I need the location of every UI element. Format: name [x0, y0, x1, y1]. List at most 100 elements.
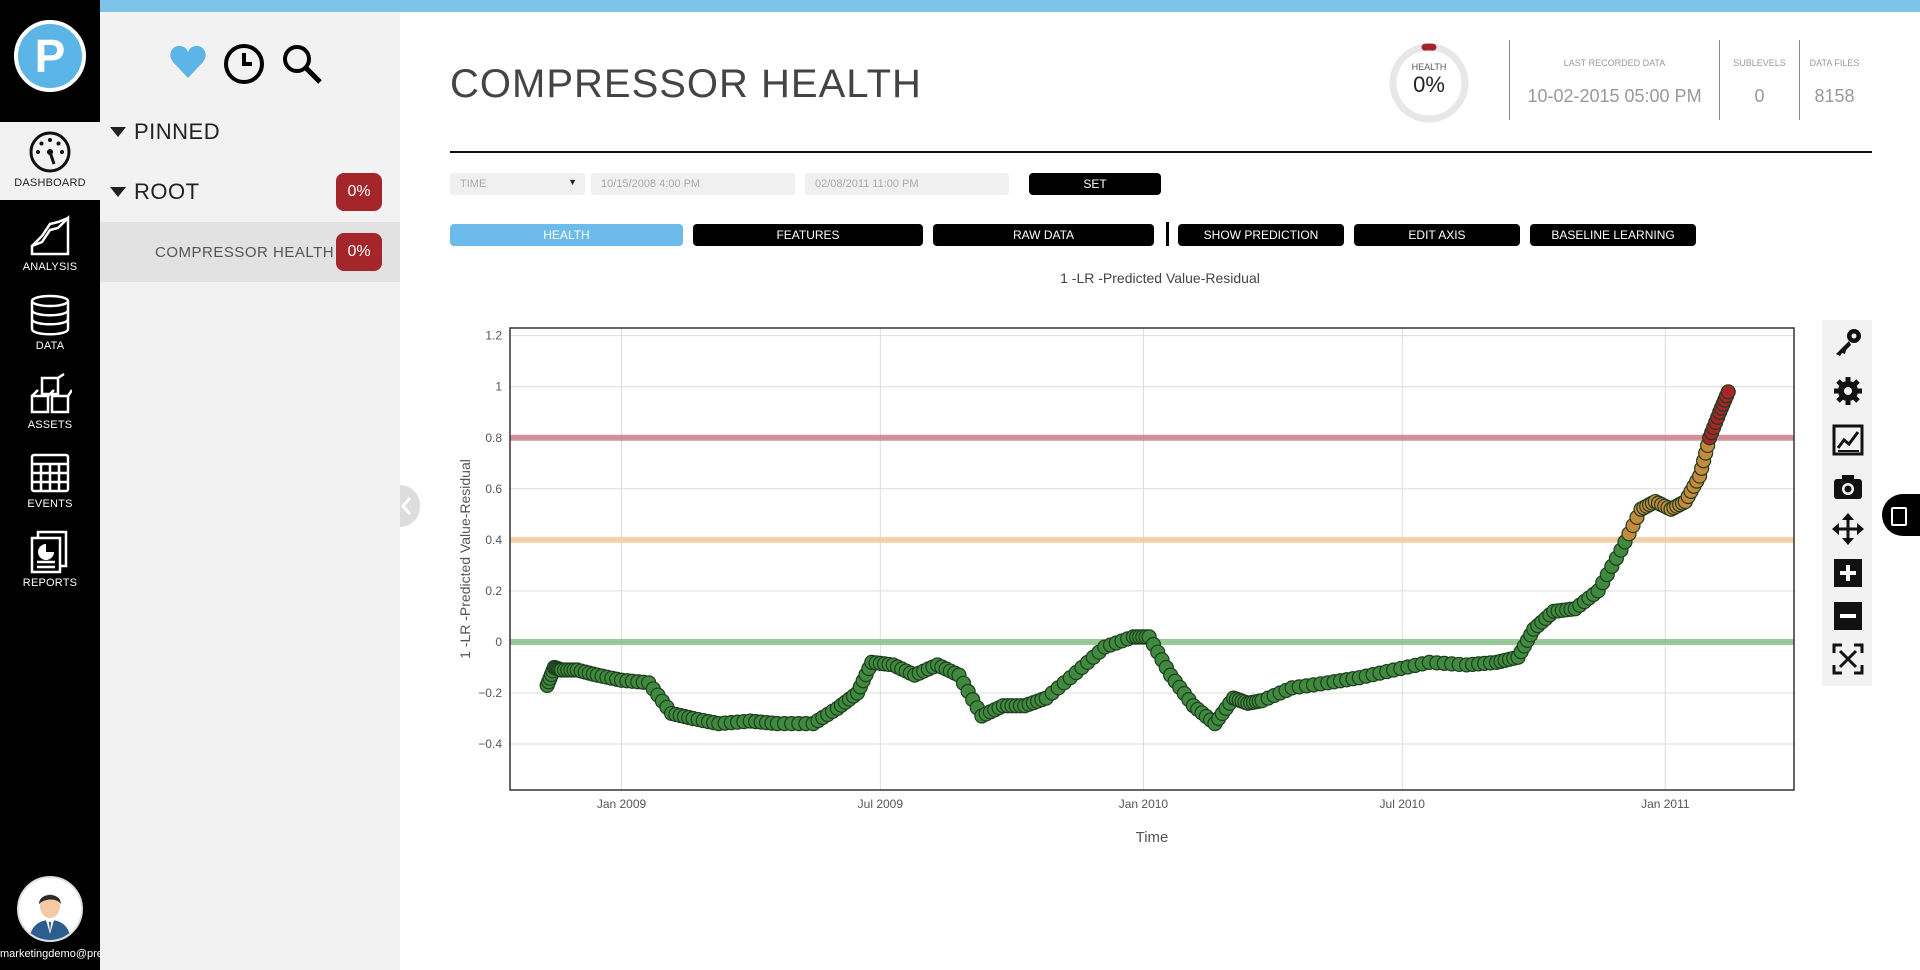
- stat-caption: DATA FILES: [1809, 58, 1860, 68]
- plot-frame: [509, 327, 1795, 791]
- y-tick-label: 0: [495, 635, 502, 649]
- stat-caption: LAST RECORDED DATA: [1563, 58, 1666, 68]
- tab-health[interactable]: HEALTH: [450, 224, 683, 246]
- asset-tree-panel: PINNED ROOT 0% COMPRESSOR HEALTH 0%: [100, 12, 400, 970]
- tab-raw-data[interactable]: RAW DATA: [933, 224, 1154, 246]
- app-logo[interactable]: P: [14, 20, 86, 92]
- nav-analysis[interactable]: ANALYSIS: [0, 206, 100, 284]
- tab-separator: [1166, 222, 1169, 246]
- edit-axis-button[interactable]: EDIT AXIS: [1354, 224, 1520, 246]
- y-tick-label: 0.6: [485, 482, 502, 496]
- health-chart[interactable]: 1.2 1 0.8 0.6 0.4 0.2 0 −0.2 −0.4 Jan 2009 Jul 20…: [440, 310, 1820, 860]
- move-icon[interactable]: [1832, 513, 1864, 545]
- nav-label: ASSETS: [27, 419, 73, 431]
- y-axis-label: 1 -LR -Predicted Value-Residual: [457, 459, 473, 659]
- data-point: [1720, 384, 1736, 400]
- search-icon[interactable]: [280, 42, 324, 86]
- clock-icon[interactable]: [222, 42, 266, 86]
- tree-node-label: PINNED: [134, 119, 221, 144]
- x-tick-labels: Jan 2009 Jul 2009 Jan 2010 Jul 2010 Jan 2011: [597, 797, 1690, 811]
- health-badge: 0%: [336, 233, 382, 271]
- boxes-icon: [30, 372, 72, 414]
- datafiles-stat: DATA FILES 8158: [1799, 40, 1869, 120]
- baseline-learning-button[interactable]: BASELINE LEARNING: [1530, 224, 1696, 246]
- set-button[interactable]: SET: [1029, 173, 1161, 195]
- nav-label: DATA: [35, 340, 65, 352]
- chart-title: 1 -LR -Predicted Value-Residual: [1060, 270, 1260, 286]
- health-gauge: [1389, 43, 1469, 123]
- report-icon: [30, 530, 68, 574]
- fit-icon[interactable]: [1832, 643, 1864, 675]
- y-tick-label: 0.2: [485, 584, 502, 598]
- key-icon[interactable]: [1832, 326, 1864, 358]
- health-badge: 0%: [336, 173, 382, 211]
- gauge-icon: [29, 131, 71, 173]
- nav-dashboard[interactable]: DASHBOARD: [0, 122, 100, 200]
- nav-data[interactable]: DATA: [0, 285, 100, 363]
- dropdown-arrow-icon: ▼: [568, 177, 577, 187]
- y-tick-label: −0.2: [478, 686, 502, 700]
- user-avatar-icon: [19, 878, 81, 940]
- nav-events[interactable]: EVENTS: [0, 443, 100, 521]
- nav-label: ANALYSIS: [22, 261, 78, 273]
- health-caption: HEALTH: [1411, 62, 1447, 72]
- line-chart-icon[interactable]: [1832, 424, 1864, 456]
- stat-value: 10-02-2015 05:00 PM: [1527, 86, 1702, 106]
- panel-collapse-toggle[interactable]: [400, 485, 420, 527]
- stat-value: 8158: [1814, 86, 1855, 106]
- user-avatar[interactable]: [17, 876, 83, 942]
- y-tick-label: 1: [495, 380, 502, 394]
- nav-label: REPORTS: [22, 577, 78, 589]
- tree-node-pinned[interactable]: PINNED: [100, 102, 400, 162]
- sublevels-stat: SUBLEVELS 0: [1719, 40, 1799, 120]
- page-title: COMPRESSOR HEALTH: [450, 62, 922, 106]
- series-line: [546, 391, 1729, 725]
- caret-down-icon: [110, 187, 126, 197]
- heart-icon[interactable]: [168, 42, 208, 82]
- start-date-input[interactable]: 10/15/2008 4:00 PM: [591, 173, 795, 195]
- tree-node-label: COMPRESSOR HEALTH: [155, 243, 335, 261]
- calendar-icon: [30, 453, 70, 493]
- caret-down-icon: [110, 127, 126, 137]
- time-select-value: TIME: [460, 178, 487, 190]
- nav-label: DASHBOARD: [14, 177, 86, 189]
- y-tick-label: 0.4: [485, 533, 502, 547]
- tree-toolbar: [168, 42, 324, 86]
- stat-value: 0: [1754, 86, 1765, 106]
- tree-node-label: ROOT: [134, 179, 200, 204]
- tab-features[interactable]: FEATURES: [693, 224, 923, 246]
- threshold-lines: [510, 434, 1794, 645]
- health-value: 0%: [1413, 72, 1445, 97]
- nav-reports[interactable]: REPORTS: [0, 522, 100, 600]
- gear-icon[interactable]: [1832, 375, 1864, 407]
- chevron-left-icon: [401, 497, 412, 515]
- top-accent-bar: [100, 0, 1920, 12]
- x-tick-label: Jul 2010: [1380, 797, 1426, 811]
- database-icon: [30, 294, 70, 336]
- y-tick-label: −0.4: [478, 737, 502, 751]
- header-divider: [450, 151, 1872, 153]
- nav-assets[interactable]: ASSETS: [0, 364, 100, 442]
- chart-toolbox: [1822, 320, 1872, 686]
- show-prediction-button[interactable]: SHOW PREDICTION: [1178, 224, 1344, 246]
- camera-icon[interactable]: [1832, 470, 1864, 502]
- x-tick-label: Jul 2009: [858, 797, 904, 811]
- zoom-in-icon[interactable]: [1832, 557, 1864, 589]
- time-select[interactable]: TIME ▼: [450, 173, 585, 195]
- x-tick-label: Jan 2009: [597, 797, 647, 811]
- main-nav: P DASHBOARD ANALYSIS DATA: [0, 0, 173, 970]
- tree-node-root[interactable]: ROOT 0%: [100, 162, 400, 222]
- side-drawer-toggle[interactable]: [1882, 494, 1920, 536]
- tree-node-compressor-health[interactable]: COMPRESSOR HEALTH 0%: [100, 222, 400, 282]
- y-tick-label: 0.8: [485, 431, 502, 445]
- last-recorded-stat: LAST RECORDED DATA 10-02-2015 05:00 PM: [1509, 40, 1719, 120]
- analysis-icon: [30, 214, 70, 256]
- zoom-out-icon[interactable]: [1832, 600, 1864, 632]
- x-tick-label: Jan 2011: [1641, 797, 1690, 811]
- y-tick-labels: 1.2 1 0.8 0.6 0.4 0.2 0 −0.2 −0.4: [478, 329, 502, 751]
- stat-caption: SUBLEVELS: [1733, 58, 1786, 68]
- y-tick-label: 1.2: [485, 329, 502, 343]
- end-date-input[interactable]: 02/08/2011 11:00 PM: [805, 173, 1009, 195]
- series-points: [539, 384, 1736, 732]
- x-tick-label: Jan 2010: [1119, 797, 1169, 811]
